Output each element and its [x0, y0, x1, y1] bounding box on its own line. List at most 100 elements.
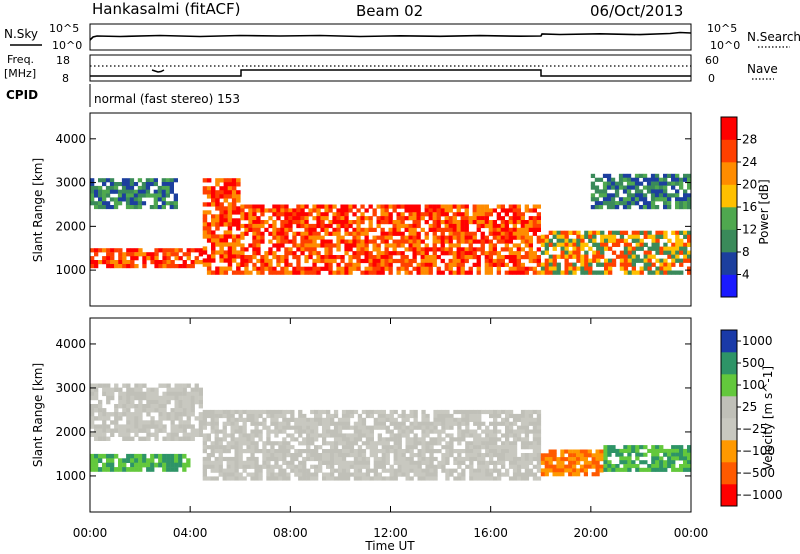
- power-echo-cell: [643, 250, 648, 255]
- velocity-echo-cell: [282, 409, 287, 415]
- power-echo-cell: [480, 231, 485, 236]
- power-echo-cell: [488, 255, 493, 260]
- velocity-echo-cell: [122, 458, 127, 463]
- velocity-echo-cell: [579, 464, 585, 469]
- power-echo-cell: [504, 270, 509, 275]
- velocity-echo-cell: [445, 413, 450, 419]
- power-echo-cell: [106, 256, 111, 261]
- power-echo-cell: [352, 227, 357, 232]
- velocity-echo-cell: [429, 468, 434, 473]
- velocity-echo-cell: [326, 433, 331, 438]
- velocity-echo-cell: [365, 456, 371, 462]
- velocity-echo-cell: [457, 456, 462, 462]
- velocity-echo-cell: [258, 421, 263, 426]
- velocity-echo-cell: [421, 425, 426, 430]
- power-echo-cell: [316, 212, 321, 217]
- power-echo-cell: [368, 204, 373, 209]
- power-echo-cell: [564, 238, 569, 243]
- velocity-echo-cell: [568, 464, 573, 469]
- power-echo-cell: [240, 216, 245, 221]
- power-echo-cell: [596, 258, 601, 263]
- power-echo-cell: [244, 231, 249, 236]
- power-echo-cell: [606, 193, 612, 198]
- velocity-echo-cell: [114, 412, 119, 417]
- power-echo-cell: [236, 250, 241, 255]
- power-echo-cell: [400, 223, 405, 229]
- power-echo-cell: [631, 258, 636, 263]
- velocity-echo-cell: [425, 468, 430, 473]
- power-echo-cell: [227, 266, 233, 271]
- velocity-echo-cell: [234, 468, 239, 473]
- power-echo-cell: [663, 181, 668, 186]
- velocity-echo-cell: [603, 448, 608, 453]
- power-echo-cell: [675, 254, 680, 259]
- power-echo-cell: [260, 208, 265, 213]
- power-echo-cell: [424, 262, 429, 267]
- power-echo-cell: [408, 270, 413, 275]
- power-echo-cell: [428, 227, 433, 232]
- power-echo-cell: [544, 266, 549, 271]
- velocity-echo-cell: [222, 425, 227, 430]
- velocity-echo-cell: [246, 449, 251, 454]
- power-echo-cell: [472, 220, 477, 225]
- power-echo-cell: [384, 208, 389, 213]
- power-echo-cell: [540, 250, 546, 255]
- velocity-echo-cell: [493, 460, 498, 465]
- velocity-echo-cell: [631, 464, 636, 469]
- power-echo-cell: [464, 212, 469, 217]
- cpid-mode-text: normal (fast stereo) 153: [94, 92, 240, 106]
- power-echo-cell: [496, 235, 501, 240]
- power-echo-cell: [215, 238, 220, 243]
- velocity-echo-cell: [441, 417, 446, 422]
- power-echo-cell: [596, 242, 601, 247]
- power-echo-cell: [328, 220, 333, 225]
- velocity-echo-cell: [421, 449, 426, 454]
- velocity-echo-cell: [473, 472, 478, 477]
- velocity-echo-cell: [421, 476, 426, 481]
- power-echo-cell: [663, 234, 668, 239]
- velocity-echo-cell: [174, 383, 179, 388]
- power-echo-cell: [344, 208, 349, 213]
- power-echo-cell: [404, 235, 409, 240]
- velocity-echo-cell: [473, 476, 478, 481]
- velocity-echo-cell: [501, 445, 506, 450]
- velocity-echo-cell: [238, 429, 243, 434]
- power-echo-cell: [308, 239, 313, 244]
- power-echo-cell: [626, 181, 632, 186]
- power-echo-cell: [396, 243, 401, 248]
- velocity-echo-cell: [250, 437, 255, 442]
- velocity-echo-cell: [469, 460, 474, 465]
- velocity-echo-cell: [250, 456, 255, 462]
- velocity-echo-cell: [337, 425, 343, 430]
- power-echo-cell: [476, 220, 481, 225]
- velocity-echo-cell: [130, 416, 135, 421]
- power-echo-cell: [332, 243, 337, 248]
- power-echo-cell: [608, 270, 613, 275]
- velocity-echo-cell: [647, 464, 652, 469]
- velocity-echo-cell: [274, 413, 279, 419]
- power-echo-cell: [304, 270, 309, 275]
- power-echo-cell: [149, 178, 155, 183]
- power-echo-cell: [227, 186, 233, 191]
- velocity-echo-cell: [365, 464, 371, 469]
- power-echo-cell: [667, 201, 672, 206]
- velocity-echo-cell: [333, 441, 339, 446]
- velocity-echo-cell: [322, 425, 327, 430]
- power-echo-cell: [488, 208, 493, 213]
- power-echo-cell: [600, 234, 605, 239]
- power-echo-cell: [610, 205, 616, 210]
- power-echo-cell: [508, 266, 513, 271]
- power-echo-cell: [219, 202, 224, 207]
- power-echo-cell: [215, 182, 220, 187]
- power-echo-cell: [304, 223, 309, 229]
- power-echo-cell: [284, 251, 289, 256]
- velocity-echo-cell: [501, 472, 506, 477]
- power-echo-cell: [611, 242, 617, 247]
- power-echo-cell: [596, 254, 601, 259]
- power-echo-cell: [186, 264, 191, 269]
- power-echo-cell: [256, 235, 261, 240]
- power-echo-cell: [219, 222, 224, 227]
- velocity-echo-cell: [234, 464, 239, 469]
- velocity-echo-cell: [385, 441, 390, 446]
- power-echo-cell: [492, 223, 497, 229]
